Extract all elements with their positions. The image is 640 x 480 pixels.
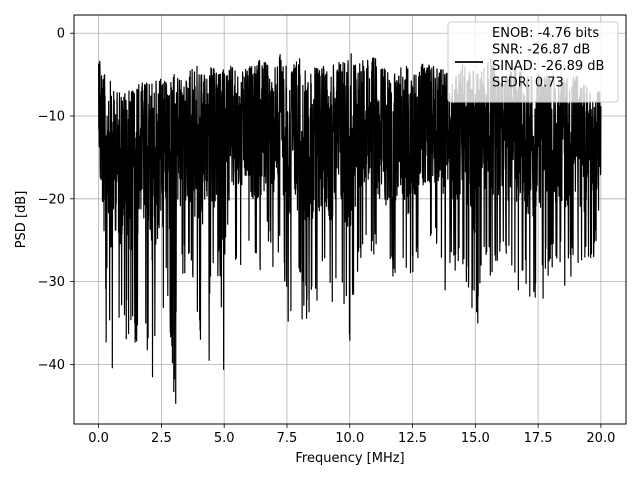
y-tick-label: −10 [38, 110, 65, 125]
legend-entry-line: SNR: -26.87 dB [492, 43, 590, 58]
plot-area [98, 53, 602, 404]
x-tick-label: 0.0 [88, 431, 109, 446]
x-tick-label: 5.0 [214, 431, 235, 446]
psd-line [98, 53, 602, 404]
x-tick-label: 12.5 [398, 431, 427, 446]
legend-entry-line: SFDR: 0.73 [492, 76, 564, 91]
x-axis: 0.0 2.5 5.0 7.5 10.0 12.5 15.0 17.5 20.0 [88, 424, 615, 446]
x-tick-label: 17.5 [524, 431, 553, 446]
y-tick-label: −20 [38, 192, 65, 207]
y-tick-label: 0 [57, 27, 65, 42]
y-tick-label: −40 [38, 358, 65, 373]
x-tick-label: 10.0 [335, 431, 364, 446]
x-tick-label: 20.0 [586, 431, 615, 446]
y-tick-label: −30 [38, 275, 65, 290]
legend-entry-line: ENOB: -4.76 bits [492, 26, 599, 41]
legend-entry-line: SINAD: -26.89 dB [492, 59, 604, 74]
legend-box [447, 21, 619, 103]
y-axis: 0 −10 −20 −30 −40 [38, 27, 74, 373]
x-tick-label: 2.5 [151, 431, 172, 446]
y-axis-label: PSD [dB] [14, 191, 29, 249]
x-axis-label: Frequency [MHz] [295, 451, 404, 466]
x-tick-label: 7.5 [277, 431, 298, 446]
x-tick-label: 15.0 [461, 431, 490, 446]
